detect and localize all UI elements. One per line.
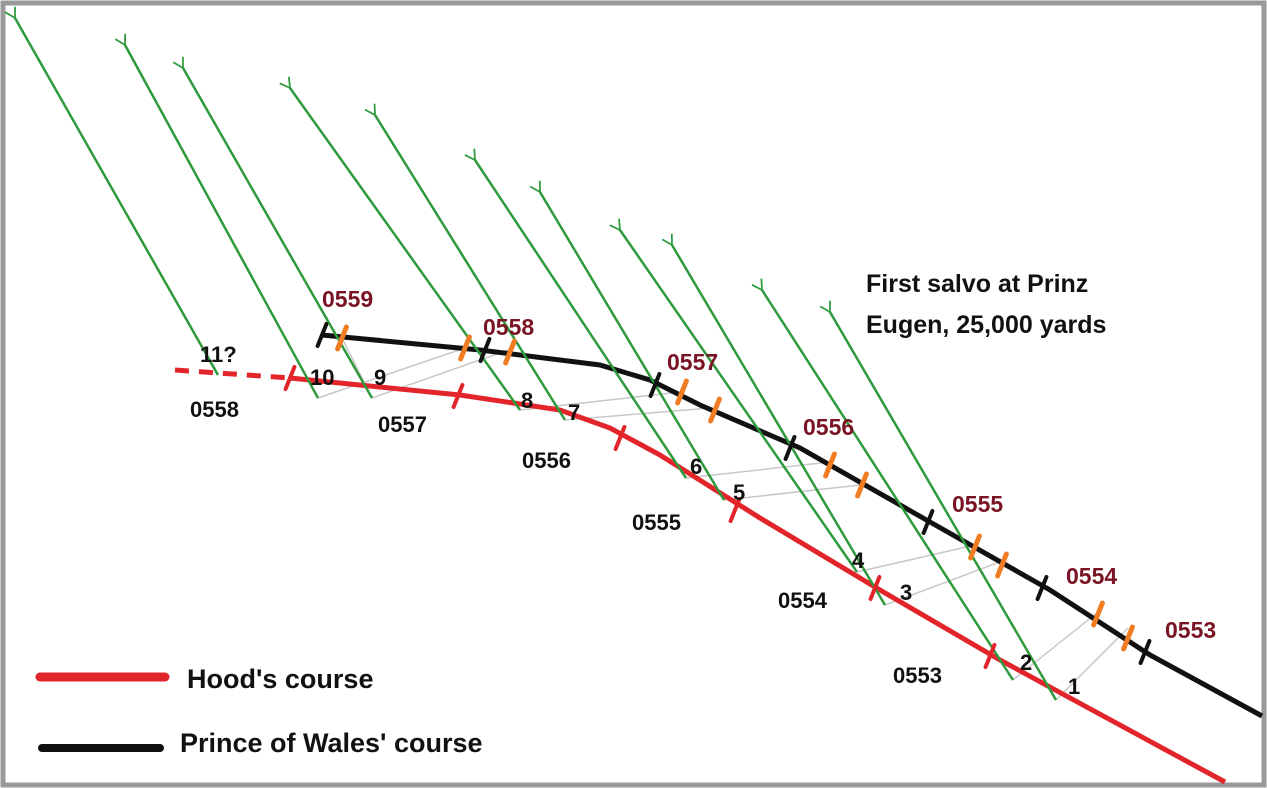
course-tick <box>921 509 935 535</box>
course-tick <box>783 435 797 461</box>
hood-time: 0553 <box>893 663 942 688</box>
hood-time: 0554 <box>778 588 828 613</box>
salvo-number: 5 <box>733 480 745 505</box>
course-tick <box>478 337 492 363</box>
course-tick <box>315 322 329 348</box>
pow-time: 0556 <box>803 414 854 440</box>
hood-time: 0557 <box>378 412 427 437</box>
course-ticks <box>283 322 1152 669</box>
salvo-number: 1 <box>1068 674 1080 699</box>
course-tick <box>283 365 297 391</box>
pow-course <box>321 332 1264 719</box>
course-tick <box>503 338 517 366</box>
hood-time: 0558 <box>190 397 239 422</box>
salvo-arrow <box>4 6 220 376</box>
salvo-number: 3 <box>900 580 912 605</box>
salvo-number: 8 <box>521 388 533 413</box>
salvo-arrow <box>751 278 1015 681</box>
course-tick <box>983 643 997 669</box>
salvo-number: 4 <box>852 548 865 573</box>
course-tick <box>995 551 1009 579</box>
course-tick <box>708 396 722 424</box>
pow-time: 0558 <box>483 314 534 340</box>
course-tick <box>868 575 882 601</box>
hood-course <box>289 375 1227 785</box>
title-line: Eugen, 25,000 yards <box>866 311 1106 339</box>
course-tick <box>823 451 837 479</box>
course-tick <box>1035 575 1049 601</box>
pow-time: 0554 <box>1066 563 1117 589</box>
salvo-arrow <box>661 233 887 606</box>
pow-time: 0555 <box>952 491 1003 517</box>
course-tick <box>451 383 465 409</box>
course-tick <box>1121 624 1135 652</box>
course-tick <box>855 471 869 499</box>
course-tick <box>968 533 982 561</box>
salvo-arrow <box>819 300 1058 701</box>
title-line: First salvo at Prinz <box>866 270 1088 298</box>
pow-time: 0559 <box>322 286 373 312</box>
legend-label: Prince of Wales' course <box>180 728 483 758</box>
salvo-arrow <box>114 33 320 399</box>
salvo-number: 6 <box>690 454 702 479</box>
hood-course-dashed <box>174 367 291 381</box>
course-tick <box>675 378 689 406</box>
salvo-number: 2 <box>1020 650 1032 675</box>
salvo-number: 11? <box>200 342 237 367</box>
salvo-arrow <box>464 148 688 479</box>
course-tick <box>648 372 662 398</box>
salvo-number: 9 <box>374 365 386 390</box>
course-tick <box>613 425 627 451</box>
course-tick <box>1091 600 1105 628</box>
sight-lines <box>317 337 1129 701</box>
course-tick <box>728 497 742 523</box>
salvo-arrow <box>529 180 726 501</box>
course-tick <box>335 324 349 352</box>
salvo-arrow <box>609 218 859 573</box>
hood-time: 0555 <box>632 510 681 535</box>
course-tick <box>458 334 472 362</box>
salvo-arrow <box>364 103 567 421</box>
course-tick <box>1138 639 1152 665</box>
pow-time: 0557 <box>667 349 718 375</box>
legend-label: Hood's course <box>187 664 373 694</box>
salvo-number: 10 <box>310 365 334 390</box>
pow-time: 0553 <box>1165 617 1216 643</box>
hood-time: 0556 <box>522 448 571 473</box>
salvo-number: 7 <box>568 400 580 425</box>
